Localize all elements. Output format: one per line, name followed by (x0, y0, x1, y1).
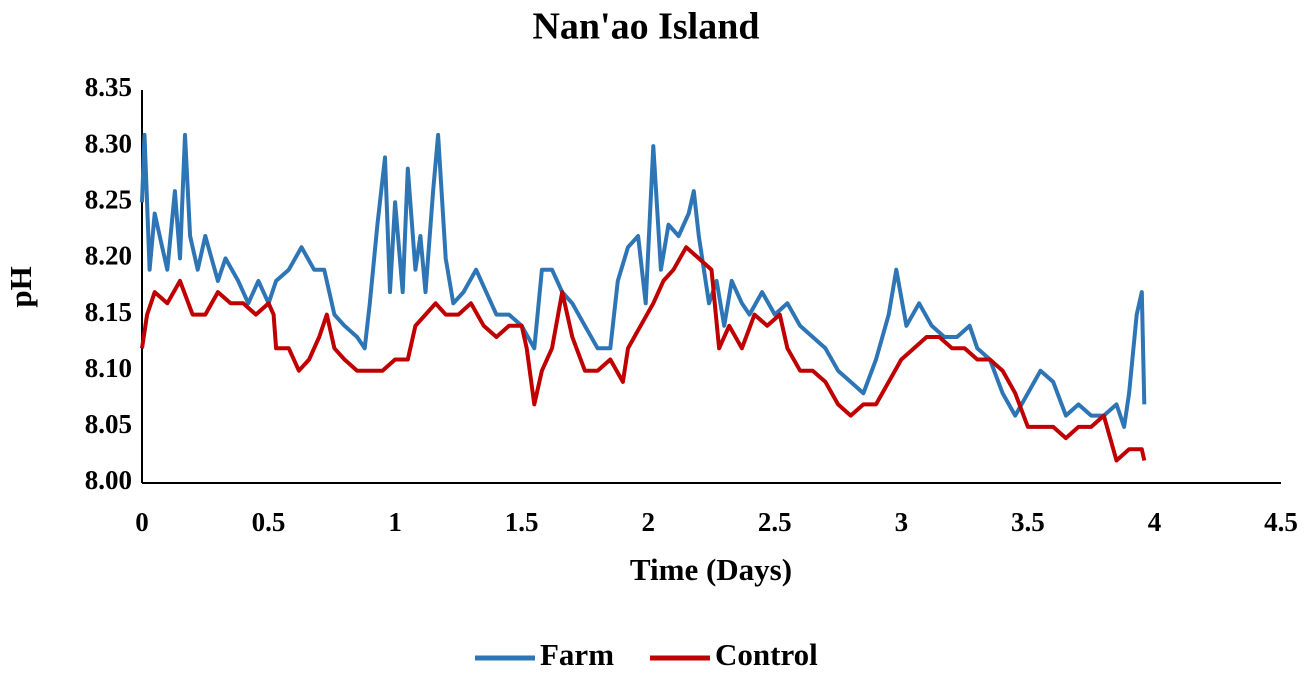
y-tick-label: 8.05 (85, 409, 132, 439)
x-tick-label: 2.5 (758, 507, 792, 537)
x-tick-label: 1.5 (505, 507, 539, 537)
x-tick-label: 3 (895, 507, 909, 537)
x-tick-label: 0.5 (252, 507, 286, 537)
x-tick-label: 0 (135, 507, 149, 537)
chart-title: Nan'ao Island (532, 6, 759, 48)
x-tick-label: 1 (388, 507, 402, 537)
y-tick-label: 8.35 (85, 72, 132, 102)
data-line (140, 132, 1147, 429)
y-tick-label: 8.10 (85, 353, 132, 383)
legend-label: Control (715, 637, 818, 672)
x-axis-label: Time (Days) (630, 552, 792, 587)
y-tick-label: 8.25 (85, 184, 132, 214)
y-tick-label: 8.30 (85, 128, 132, 158)
y-tick-label: 8.15 (85, 297, 132, 327)
x-tick-label: 2 (641, 507, 655, 537)
data-line (140, 245, 1147, 463)
x-tick-label: 4.5 (1264, 507, 1298, 537)
y-tick-label: 8.00 (85, 465, 132, 495)
legend-label: Farm (540, 637, 614, 672)
x-tick-label: 4 (1148, 507, 1162, 537)
y-tick-label: 8.20 (85, 241, 132, 271)
x-tick-label: 3.5 (1011, 507, 1045, 537)
y-axis-label: pH (3, 266, 38, 307)
